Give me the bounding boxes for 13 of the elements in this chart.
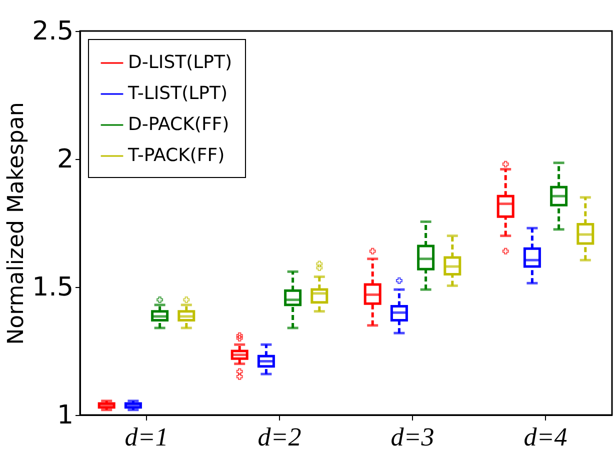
y-tick-label: 1.5 <box>32 272 74 302</box>
legend-label: D-LIST(LPT) <box>128 52 232 73</box>
x-tick-label: d=3 <box>390 422 434 452</box>
y-tick-label: 2 <box>56 144 74 174</box>
y-axis-title: Normalized Makespan <box>4 102 30 345</box>
y-tick-label: 2.5 <box>32 16 74 46</box>
x-tick-label: d=1 <box>124 422 168 452</box>
legend-label: T-LIST(LPT) <box>127 83 228 104</box>
legend-label: T-PACK(FF) <box>127 145 225 166</box>
legend-label: D-PACK(FF) <box>128 114 230 135</box>
x-tick-label: d=4 <box>524 422 568 452</box>
x-tick-label: d=2 <box>258 422 302 452</box>
y-tick-label: 1 <box>56 400 74 430</box>
